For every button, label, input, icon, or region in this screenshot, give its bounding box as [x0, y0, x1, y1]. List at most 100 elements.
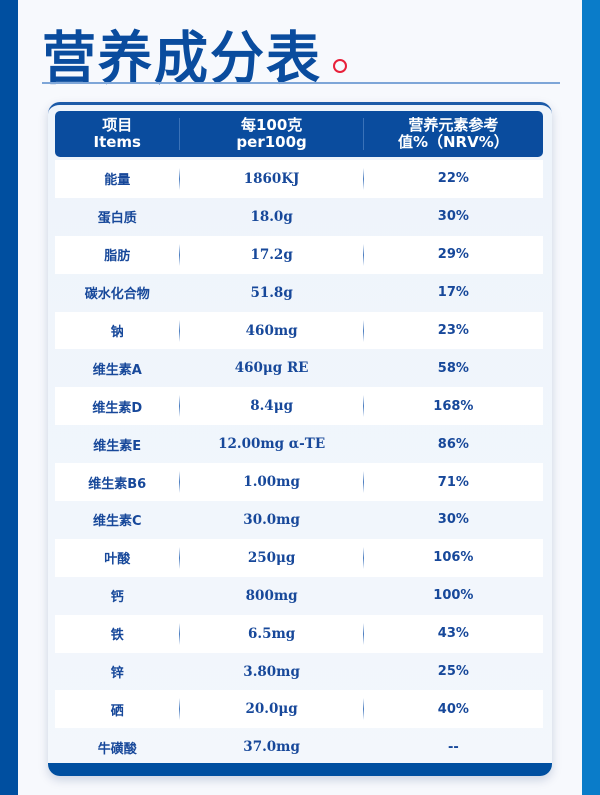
per100g-value: 12.00mg α-TE: [218, 436, 326, 453]
table-row: 维生素E 12.00mg α-TE 86%: [55, 425, 543, 463]
table-row: 蛋白质 18.0g 30%: [55, 198, 543, 236]
column-separator: [362, 167, 364, 190]
table-row: 牛磺酸 37.0mg --: [55, 728, 543, 766]
per100g-value: 51.8g: [250, 284, 293, 301]
column-separator: [179, 319, 181, 342]
item-name: 维生素D: [92, 400, 143, 416]
per100g-value: 460μg RE: [234, 360, 309, 377]
item-name: 锌: [110, 666, 124, 682]
nrv-value: 30%: [437, 209, 469, 225]
table-row: 能量 1860KJ 22%: [55, 160, 543, 198]
item-name: 叶酸: [104, 552, 131, 568]
column-separator: [179, 243, 181, 266]
table-row: 脂肪 17.2g 29%: [55, 235, 543, 274]
column-separator: [179, 698, 181, 721]
header-per100g-cn: 每100克: [240, 116, 303, 134]
per100g-value: 17.2g: [250, 246, 293, 263]
nutrition-table-card: 项目 Items 每100克 per100g 营养元素参考 值%（NRV%） 能…: [48, 102, 552, 776]
nrv-value: 106%: [433, 550, 474, 566]
header-nrv-line2: 值%（NRV%）: [397, 133, 509, 151]
nrv-value: 168%: [433, 398, 474, 414]
per100g-value: 1860KJ: [243, 170, 300, 187]
item-name: 脂肪: [104, 249, 131, 265]
table-row: 维生素B6 1.00mg 71%: [55, 463, 543, 502]
item-name: 维生素A: [92, 362, 142, 378]
nrv-value: 100%: [433, 588, 474, 604]
item-name: 钙: [110, 590, 124, 606]
nrv-value: 29%: [437, 247, 469, 263]
per100g-value: 250μg: [247, 549, 296, 566]
header-separator: [179, 118, 181, 150]
column-separator: [362, 471, 364, 494]
per100g-value: 20.0μg: [245, 701, 298, 718]
nrv-value: 86%: [437, 436, 469, 452]
column-separator: [179, 395, 181, 418]
table-row: 锌 3.80mg 25%: [55, 653, 543, 691]
nrv-value: 71%: [437, 474, 469, 490]
nrv-value: --: [447, 739, 459, 755]
column-separator: [179, 546, 181, 569]
registered-mark-icon: [333, 59, 347, 73]
item-name: 铁: [110, 628, 124, 644]
item-name: 牛磺酸: [97, 741, 137, 757]
column-separator: [362, 243, 364, 266]
item-name: 维生素B6: [88, 476, 147, 492]
table-row: 钙 800mg 100%: [55, 577, 543, 615]
item-name: 蛋白质: [97, 211, 137, 227]
header-per100g: 每100克 per100g: [180, 117, 362, 151]
table-row: 铁 6.5mg 43%: [55, 614, 543, 653]
column-separator: [179, 622, 181, 645]
per100g-value: 1.00mg: [243, 474, 300, 491]
per100g-value: 37.0mg: [243, 739, 300, 756]
nrv-value: 43%: [437, 626, 469, 642]
column-separator: [362, 698, 364, 721]
nrv-value: 40%: [437, 701, 469, 717]
table-body: 能量 1860KJ 22% 蛋白质 18.0g 30% 脂肪 17.2g 29% 碳水化合物 51.…: [55, 160, 543, 766]
per100g-value: 8.4μg: [250, 398, 294, 415]
nrv-value: 22%: [437, 171, 469, 187]
item-name: 维生素E: [93, 438, 142, 454]
table-row: 钠 460mg 23%: [55, 311, 543, 350]
per100g-value: 800mg: [245, 587, 298, 604]
item-name: 维生素C: [92, 514, 142, 530]
column-separator: [362, 319, 364, 342]
table-row: 维生素A 460μg RE 58%: [55, 349, 543, 387]
nrv-value: 58%: [437, 360, 469, 376]
nrv-value: 30%: [437, 512, 469, 528]
nrv-value: 17%: [437, 285, 469, 301]
table-row: 维生素C 30.0mg 30%: [55, 501, 543, 539]
table-row: 硒 20.0μg 40%: [55, 690, 543, 729]
page-title: 营养成分表: [42, 25, 322, 92]
per100g-value: 3.80mg: [243, 663, 300, 680]
title-divider: [42, 82, 560, 84]
card-bottom-bar: [48, 763, 552, 776]
nrv-value: 23%: [437, 323, 469, 338]
per100g-value: 18.0g: [250, 208, 293, 225]
item-name: 钠: [110, 325, 124, 340]
table-row: 碳水化合物 51.8g 17%: [55, 274, 543, 312]
column-separator: [362, 546, 364, 569]
column-separator: [362, 395, 364, 418]
header-nrv-line1: 营养元素参考: [408, 116, 499, 134]
per100g-value: 460mg: [245, 322, 298, 339]
header-per100g-en: per100g: [236, 133, 307, 151]
header-nrv: 营养元素参考 值%（NRV%）: [364, 117, 543, 151]
header-items-cn: 项目: [102, 116, 133, 134]
item-name: 碳水化合物: [84, 287, 150, 303]
header-separator: [362, 118, 364, 150]
per100g-value: 6.5mg: [248, 625, 296, 642]
header-items-en: Items: [93, 133, 141, 151]
item-name: 硒: [110, 703, 124, 719]
table-row: 叶酸 250μg 106%: [55, 538, 543, 577]
left-border-band: [0, 0, 18, 795]
nrv-value: 25%: [437, 664, 469, 680]
item-name: 能量: [104, 173, 131, 189]
per100g-value: 30.0mg: [243, 511, 300, 528]
column-separator: [179, 471, 181, 494]
right-border-band: [582, 0, 600, 795]
header-items: 项目 Items: [55, 117, 179, 151]
table-row: 维生素D 8.4μg 168%: [55, 387, 543, 426]
table-header: 项目 Items 每100克 per100g 营养元素参考 值%（NRV%）: [55, 111, 543, 157]
column-separator: [362, 622, 364, 645]
column-separator: [179, 167, 181, 190]
